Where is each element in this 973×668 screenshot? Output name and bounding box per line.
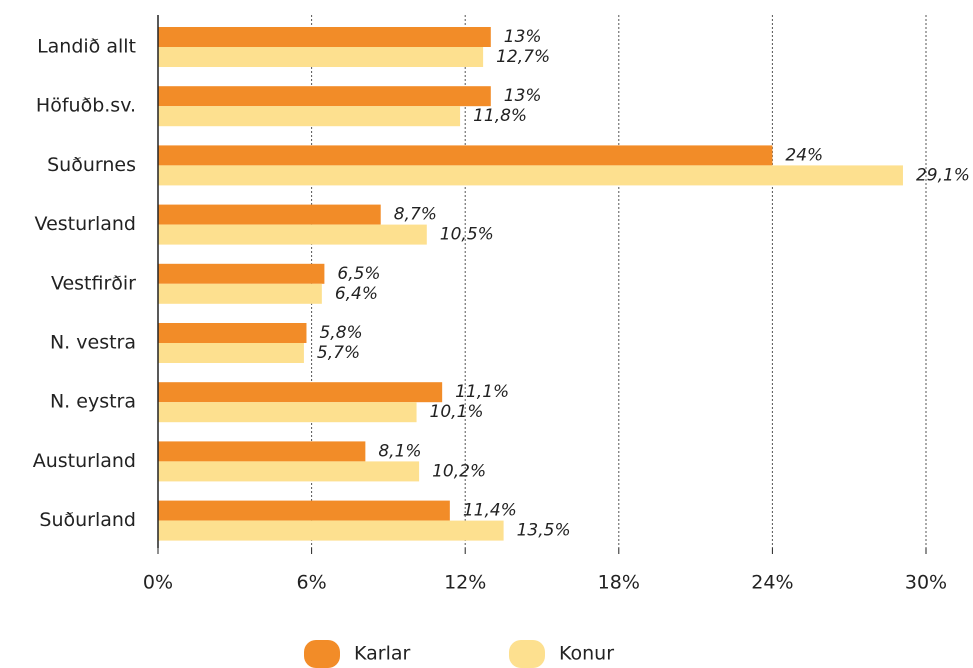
bar bbox=[158, 145, 773, 166]
value-label: 5,7% bbox=[317, 343, 360, 363]
y-tick-label: Landið allt bbox=[37, 36, 136, 58]
value-label: 24% bbox=[785, 145, 823, 165]
x-tick-label: 6% bbox=[297, 572, 327, 594]
y-tick-label: Höfuðb.sv. bbox=[36, 95, 136, 117]
legend-label: Konur bbox=[559, 643, 614, 665]
bar bbox=[158, 520, 504, 541]
value-label: 5,8% bbox=[319, 323, 362, 343]
bar bbox=[158, 382, 443, 403]
x-tick-label: 30% bbox=[905, 572, 947, 594]
value-label: 13% bbox=[504, 27, 542, 47]
y-tick-label: N. vestra bbox=[50, 332, 136, 354]
value-label: 29,1% bbox=[916, 165, 970, 185]
bar bbox=[158, 441, 366, 462]
x-tick-label: 24% bbox=[751, 572, 793, 594]
value-label: 6,5% bbox=[337, 264, 380, 284]
bar bbox=[158, 343, 304, 363]
bar bbox=[158, 224, 427, 245]
x-tick-label: 0% bbox=[143, 572, 173, 594]
bar bbox=[158, 47, 484, 67]
bar bbox=[158, 263, 325, 284]
value-label: 11,8% bbox=[473, 106, 527, 126]
bar bbox=[158, 323, 307, 343]
y-tick-label: Vesturland bbox=[35, 213, 136, 235]
value-label: 13,5% bbox=[517, 521, 571, 541]
bar bbox=[158, 402, 417, 423]
legend-label: Karlar bbox=[354, 643, 411, 665]
value-label: 8,7% bbox=[394, 205, 437, 225]
y-tick-label: Austurland bbox=[33, 450, 136, 472]
bar bbox=[158, 500, 450, 521]
bar bbox=[158, 283, 322, 304]
x-tick-label: 12% bbox=[444, 572, 486, 594]
bar bbox=[158, 461, 420, 482]
value-label: 12,7% bbox=[496, 47, 550, 67]
bar bbox=[158, 86, 491, 107]
y-tick-label: Vestfirðir bbox=[51, 272, 136, 294]
value-label: 10,5% bbox=[440, 225, 494, 245]
value-label: 10,1% bbox=[430, 402, 484, 422]
value-label: 13% bbox=[504, 86, 542, 106]
value-label: 10,2% bbox=[432, 461, 486, 481]
legend-swatch bbox=[304, 640, 340, 668]
value-label: 11,1% bbox=[455, 382, 509, 402]
value-label: 11,4% bbox=[463, 501, 517, 521]
legend-swatch bbox=[509, 640, 545, 668]
bar bbox=[158, 204, 381, 225]
value-label: 6,4% bbox=[335, 284, 378, 304]
y-tick-label: N. eystra bbox=[50, 391, 136, 413]
x-tick-label: 18% bbox=[598, 572, 640, 594]
y-tick-label: Suðurnes bbox=[47, 154, 136, 176]
bar bbox=[158, 165, 903, 186]
value-label: 8,1% bbox=[378, 441, 421, 461]
bar bbox=[158, 106, 461, 127]
y-tick-label: Suðurland bbox=[39, 509, 136, 531]
bar bbox=[158, 27, 491, 47]
